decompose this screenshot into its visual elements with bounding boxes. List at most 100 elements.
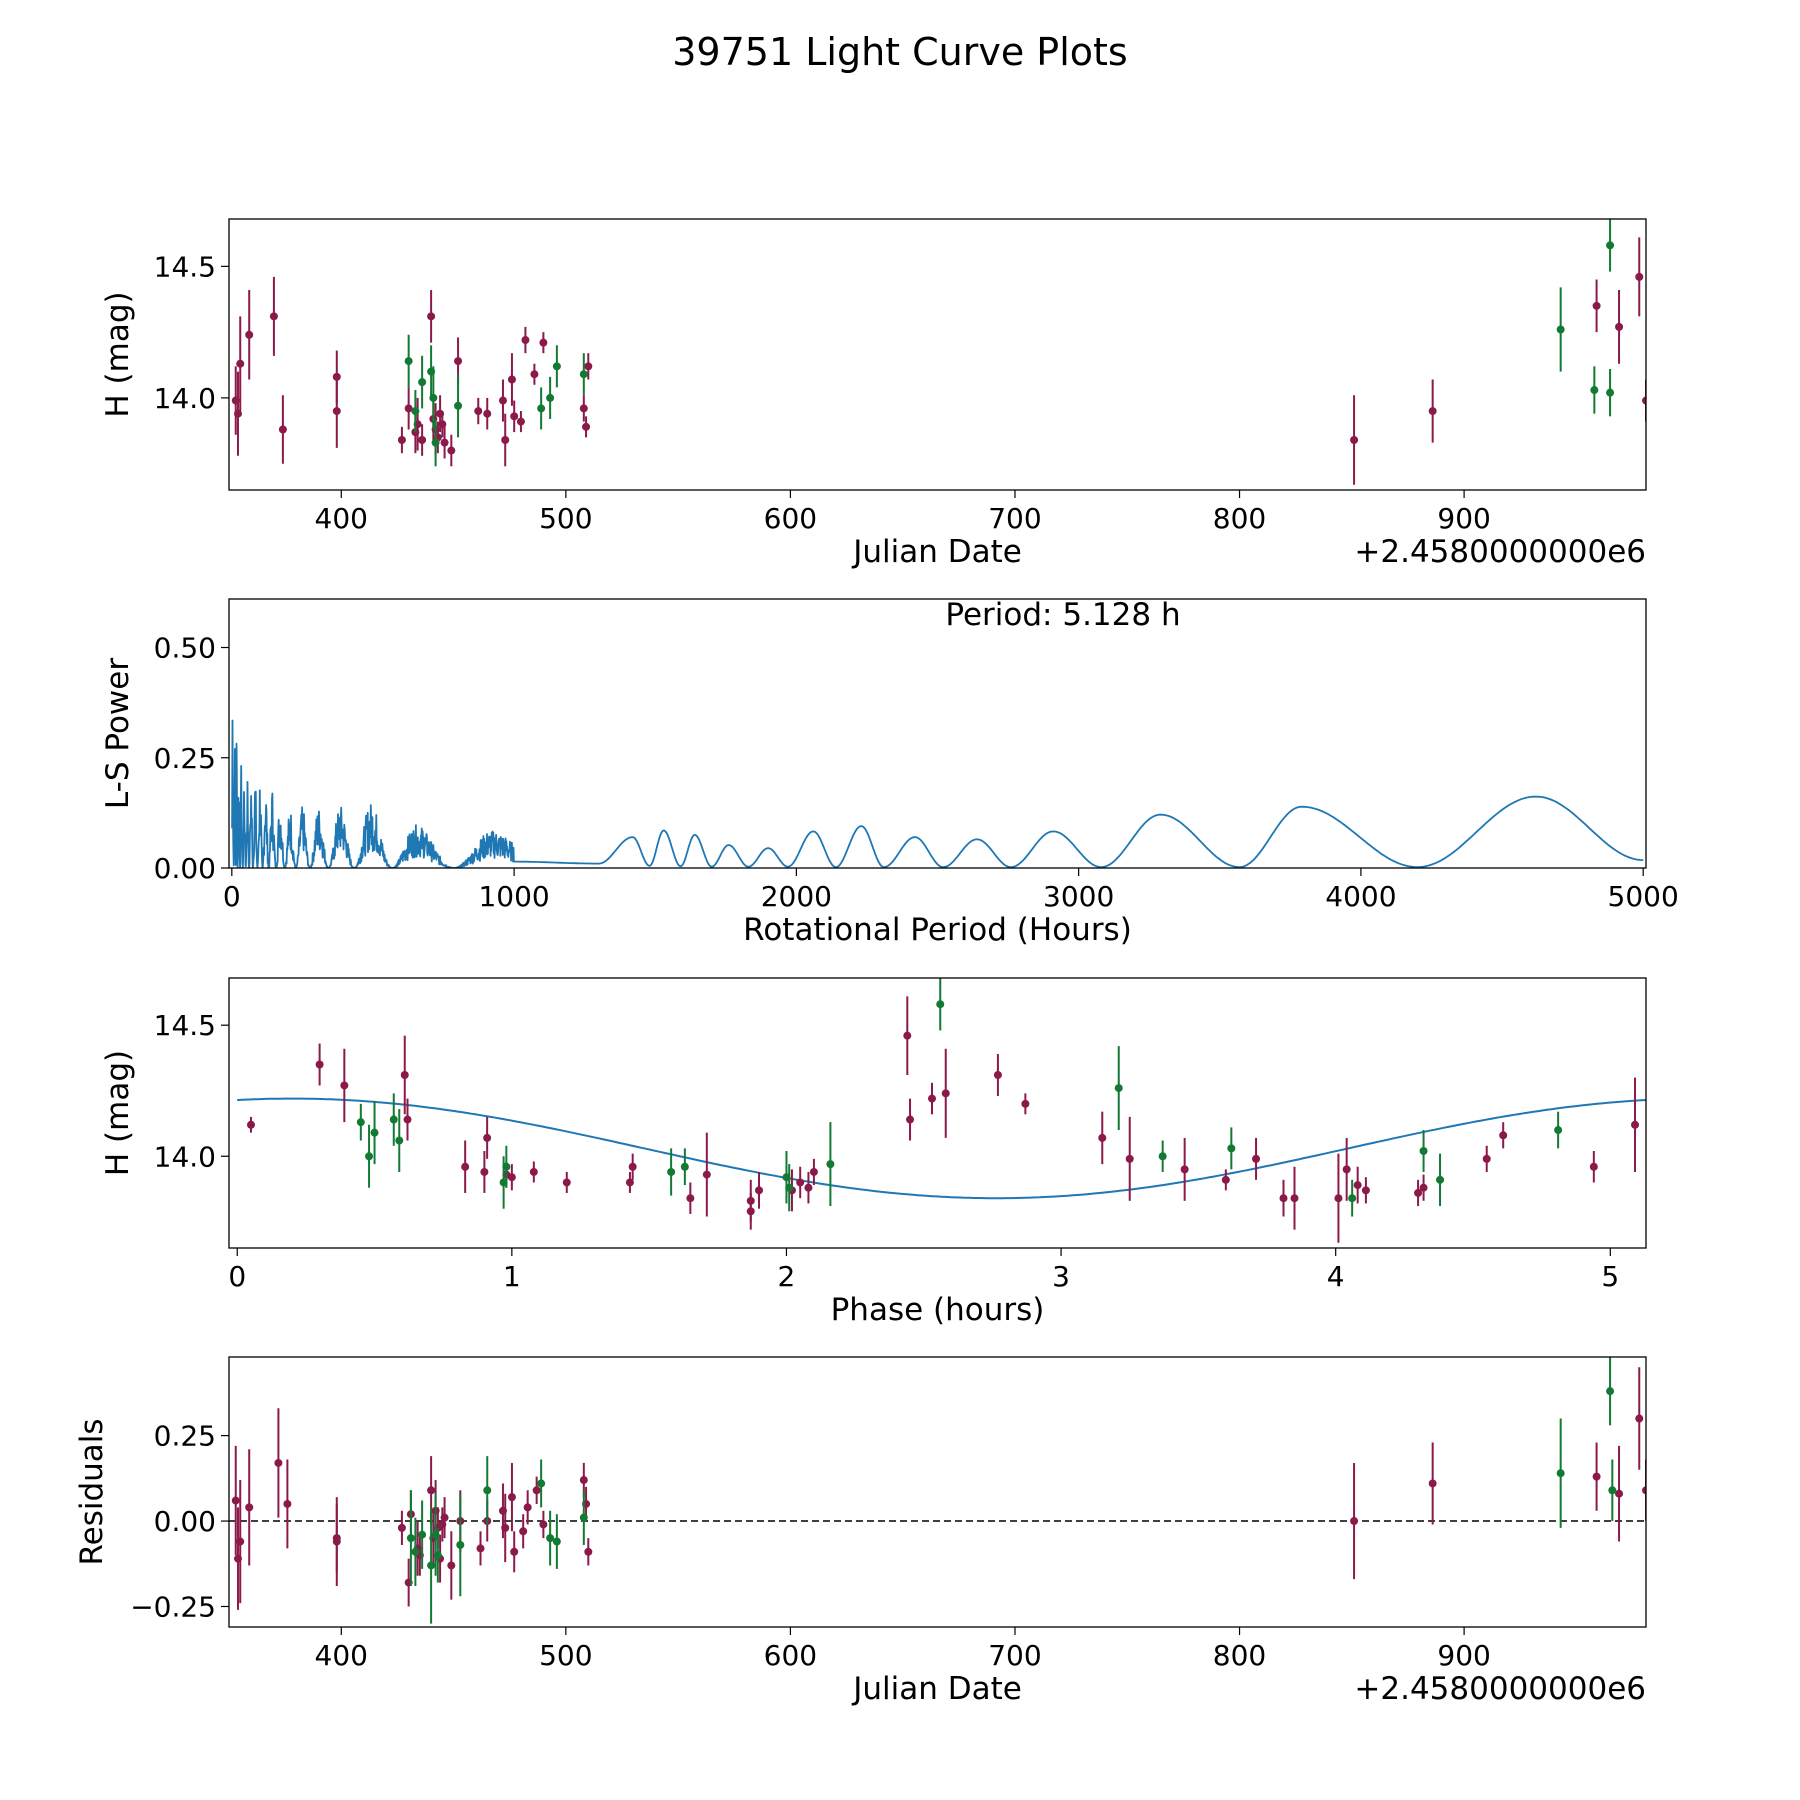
green-data-point (552, 1537, 561, 1546)
y-tick-label: −0.25 (130, 1590, 216, 1623)
y-tick-label: 0.50 (154, 632, 216, 665)
magenta-data-point (702, 1170, 711, 1179)
magenta-data-point (231, 1496, 240, 1505)
green-data-point (418, 378, 427, 387)
green-data-point (406, 1534, 415, 1543)
x-tick-label: 900 (1437, 502, 1490, 535)
green-data-point (936, 1000, 945, 1009)
green-data-point (427, 1561, 436, 1570)
magenta-data-point (516, 417, 525, 426)
magenta-data-point (246, 1120, 255, 1129)
magenta-data-point (404, 404, 413, 413)
magenta-data-point (480, 1167, 489, 1176)
magenta-data-point (315, 1060, 324, 1069)
magenta-data-point (529, 1167, 538, 1176)
green-data-point (483, 1486, 492, 1495)
magenta-data-point (1290, 1194, 1299, 1203)
green-data-point (546, 1534, 555, 1543)
magenta-data-point (403, 1115, 412, 1124)
magenta-data-point (1428, 407, 1437, 416)
magenta-data-point (521, 336, 530, 345)
model-fit-curve (237, 1097, 1646, 1200)
green-data-point (389, 1115, 398, 1124)
magenta-data-point (483, 409, 492, 418)
x-tick-label: 5000 (1608, 880, 1679, 913)
magenta-data-point (1615, 1489, 1624, 1498)
magenta-data-point (332, 407, 341, 416)
magenta-data-point (1631, 1120, 1640, 1129)
green-data-point (667, 1167, 676, 1176)
green-data-point (370, 1128, 379, 1137)
x-tick-label: 500 (539, 1639, 592, 1672)
magenta-data-point (1635, 1414, 1644, 1423)
magenta-data-point (539, 1520, 548, 1529)
y-tick-label: 14.0 (154, 1140, 216, 1173)
magenta-data-point (476, 1544, 485, 1553)
green-data-point (1606, 388, 1615, 397)
x-tick-label: 600 (764, 1639, 817, 1672)
green-data-point (785, 1183, 794, 1192)
green-data-point (431, 438, 440, 447)
green-data-point (537, 1479, 546, 1488)
x-tick-label: 900 (1437, 1639, 1490, 1672)
magenta-data-point (562, 1178, 571, 1187)
x-tick-label: 0 (223, 880, 241, 913)
magenta-data-point (507, 1493, 516, 1502)
magenta-data-point (809, 1167, 818, 1176)
magenta-data-point (1125, 1154, 1134, 1163)
ls-power-series (231, 719, 1644, 868)
green-data-point (546, 393, 555, 402)
magenta-data-point (1642, 1486, 1646, 1495)
green-data-point (552, 362, 561, 371)
magenta-data-point (510, 1547, 519, 1556)
green-data-point (1606, 241, 1615, 250)
magenta-data-point (236, 359, 245, 368)
green-data-point (579, 1513, 588, 1522)
plot-frame (228, 1356, 1647, 1628)
green-data-point (429, 393, 438, 402)
y-tick-label: 14.5 (154, 250, 216, 283)
magenta-data-point (906, 1115, 915, 1124)
y-tick-label: 14.0 (154, 382, 216, 415)
magenta-data-point (1221, 1175, 1230, 1184)
magenta-data-point (628, 1162, 637, 1171)
magenta-data-point (438, 420, 447, 429)
magenta-data-point (686, 1194, 695, 1203)
magenta-data-point (440, 438, 449, 447)
magenta-data-point (418, 436, 427, 445)
x-axis-label: Julian Date (851, 534, 1022, 570)
magenta-data-point (993, 1070, 1002, 1079)
magenta-data-point (928, 1094, 937, 1103)
green-data-point (1227, 1144, 1236, 1153)
x-tick-label: 800 (1213, 502, 1266, 535)
green-data-point (433, 1551, 442, 1560)
magenta-data-point (1635, 272, 1644, 281)
magenta-data-point (1592, 301, 1601, 310)
green-data-point (1436, 1175, 1445, 1184)
magenta-data-point (427, 1486, 436, 1495)
green-data-point (1348, 1194, 1357, 1203)
magenta-data-point (746, 1207, 755, 1216)
x-tick-label: 1 (503, 1260, 521, 1293)
green-data-point (1608, 1486, 1617, 1495)
magenta-data-point (1361, 1186, 1370, 1195)
green-data-point (1114, 1084, 1123, 1093)
green-data-point (411, 407, 420, 416)
green-data-point (680, 1162, 689, 1171)
green-data-point (1554, 1126, 1563, 1135)
magenta-data-point (1098, 1133, 1107, 1142)
magenta-data-point (332, 1534, 341, 1543)
green-data-point (1590, 386, 1599, 395)
plot-frame (228, 598, 1647, 869)
x-axis-label: Phase (hours) (831, 1292, 1045, 1328)
magenta-data-point (1419, 1183, 1428, 1192)
green-data-point (1606, 1387, 1615, 1396)
green-data-point (404, 357, 413, 366)
magenta-data-point (507, 375, 516, 384)
lightcurve-panel: 400 500 600 700 800 900 14.0 14.5 Julian Date H (… (100, 218, 1647, 570)
y-axis-label: L-S Power (100, 658, 136, 809)
green-data-point (537, 404, 546, 413)
magenta-data-point (461, 1162, 470, 1171)
magenta-data-point (501, 436, 510, 445)
x-tick-label: 500 (539, 502, 592, 535)
